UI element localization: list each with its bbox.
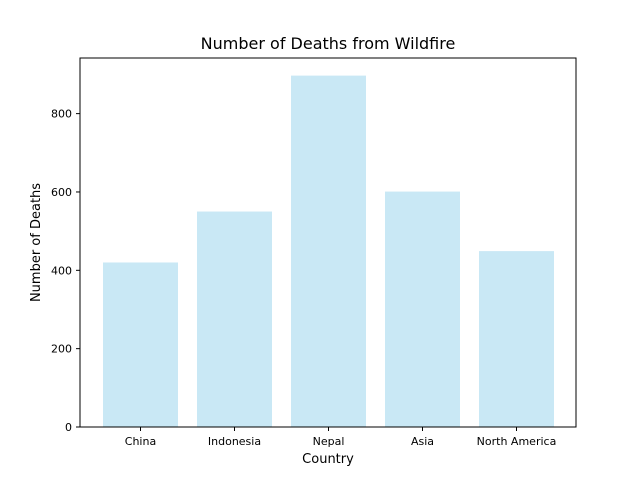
y-tick-label: 200 [51,343,72,356]
y-tick-label: 0 [65,421,72,434]
bar-nepal [291,75,366,428]
x-axis-label: Country [302,452,354,467]
x-tick-label: Indonesia [208,435,261,448]
x-tick-label: Nepal [313,435,345,448]
plot-frame [79,57,577,428]
chart-title: Number of Deaths from Wildfire [201,34,456,53]
x-tick-label: China [125,435,156,448]
x-tick-label: Asia [411,435,434,448]
bar-asia [385,191,460,427]
y-axis-label: Number of Deaths [29,183,44,302]
bar-china [103,262,178,427]
x-tick-label: North America [477,435,557,448]
y-axis-ticks: 0 200 400 600 800 [51,108,80,434]
bars-group [103,75,554,428]
x-axis-ticks: China Indonesia Nepal Asia North America [125,427,557,448]
y-tick-label: 800 [51,108,72,121]
y-tick-label: 400 [51,264,72,277]
bar-north-america [479,251,554,427]
y-tick-label: 600 [51,186,72,199]
bar-indonesia [197,211,272,427]
